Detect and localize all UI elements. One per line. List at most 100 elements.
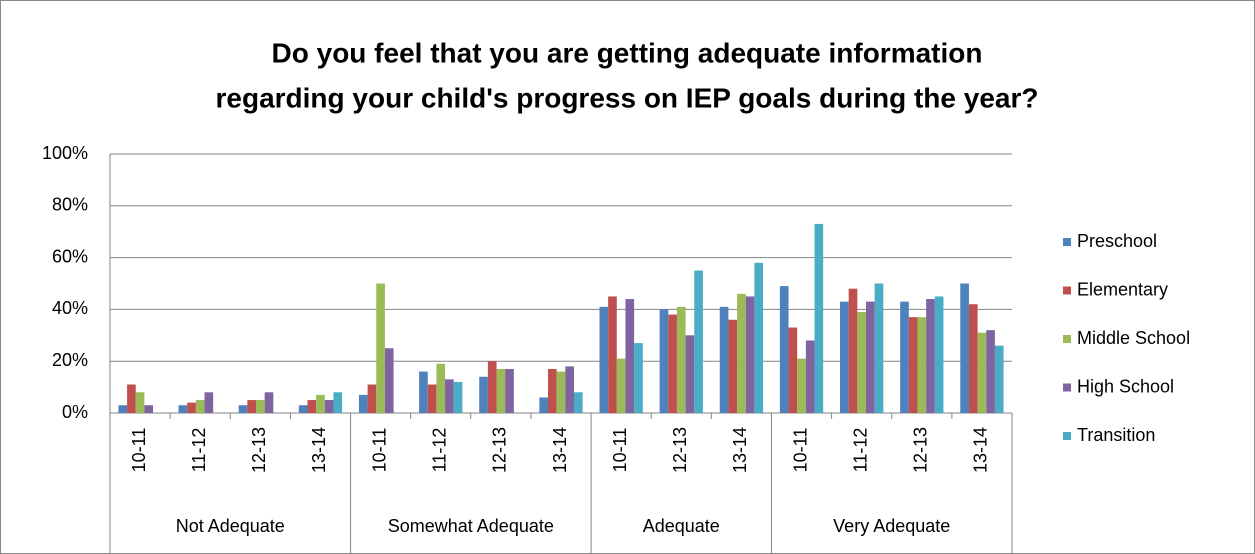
bar <box>556 371 566 413</box>
y-tick-label: 60% <box>52 246 88 266</box>
legend-swatch <box>1063 238 1071 246</box>
group-label: Adequate <box>643 516 720 536</box>
bar <box>788 327 798 413</box>
bar <box>977 332 987 413</box>
bar <box>135 392 145 413</box>
bar <box>634 343 643 413</box>
bar <box>178 405 188 413</box>
x-tick-label: 12-13 <box>670 427 690 473</box>
legend-swatch <box>1063 432 1071 440</box>
legend-label: Elementary <box>1077 279 1168 299</box>
group-label: Somewhat Adequate <box>388 516 554 536</box>
bar <box>659 309 669 413</box>
bar <box>247 400 257 413</box>
legend-swatch <box>1063 335 1071 343</box>
bar <box>719 306 729 413</box>
bar <box>427 384 437 413</box>
x-tick-label: 11-12 <box>429 428 449 473</box>
y-tick-label: 0% <box>62 402 88 422</box>
bar <box>908 317 918 413</box>
bar <box>127 384 136 413</box>
x-tick-label: 12-13 <box>490 427 510 473</box>
bar <box>333 392 343 413</box>
bar <box>496 368 506 413</box>
x-tick-label: 13-14 <box>971 427 991 473</box>
bar <box>565 366 574 413</box>
x-tick-label: 10-11 <box>790 428 810 473</box>
bar <box>316 394 325 413</box>
bar <box>625 299 635 413</box>
bar <box>324 400 334 413</box>
bar <box>840 301 849 413</box>
bar <box>376 283 385 413</box>
x-tick-label: 13-14 <box>309 427 329 473</box>
bar <box>599 306 609 413</box>
y-tick-label: 80% <box>52 195 88 215</box>
bar <box>608 296 617 413</box>
bar <box>857 311 866 413</box>
bar <box>986 330 995 413</box>
group-label: Not Adequate <box>176 516 285 536</box>
x-tick-label: 11-12 <box>189 428 209 473</box>
bar <box>419 371 428 413</box>
bar <box>195 400 205 413</box>
bar <box>548 368 557 413</box>
bar <box>848 288 858 413</box>
y-tick-label: 20% <box>52 350 88 370</box>
bar <box>264 392 274 413</box>
bar <box>960 283 969 413</box>
bar <box>694 270 703 413</box>
bar <box>436 363 446 413</box>
x-tick-label: 13-14 <box>550 427 570 473</box>
legend-swatch <box>1063 383 1071 392</box>
legend-swatch <box>1063 286 1071 295</box>
bar <box>187 402 196 413</box>
x-tick-label: 10-11 <box>369 428 389 473</box>
bar <box>797 358 806 413</box>
x-tick-label: 12-13 <box>249 427 269 473</box>
x-tick-label: 12-13 <box>911 427 931 473</box>
bar <box>900 301 909 413</box>
bar <box>367 384 377 413</box>
bar <box>728 319 738 413</box>
bar <box>737 293 746 413</box>
legend-label: High School <box>1077 376 1174 396</box>
legend-label: Preschool <box>1077 231 1157 251</box>
bar <box>384 348 394 413</box>
x-tick-label: 10-11 <box>610 428 630 473</box>
group-label: Very Adequate <box>833 516 950 536</box>
bar <box>144 405 154 413</box>
bar <box>754 262 764 413</box>
bar <box>298 405 308 413</box>
legend-label: Transition <box>1077 425 1155 445</box>
bar <box>118 405 128 413</box>
bar <box>814 223 824 413</box>
bar <box>445 379 454 413</box>
bar <box>745 296 755 413</box>
bar <box>676 306 686 413</box>
y-tick-label: 100% <box>42 143 88 163</box>
bar <box>616 358 626 413</box>
bar <box>934 296 944 413</box>
x-tick-label: 11-12 <box>850 428 870 473</box>
legend-label: Middle School <box>1077 328 1190 348</box>
bar <box>487 361 497 413</box>
bar <box>358 394 368 413</box>
bar <box>865 301 875 413</box>
bar <box>256 400 265 413</box>
chart-title: Do you feel that you are getting adequat… <box>272 37 983 68</box>
bar <box>573 392 583 413</box>
bar <box>685 335 695 413</box>
y-tick-label: 40% <box>52 298 88 318</box>
bar <box>779 286 789 413</box>
chart-title: regarding your child's progress on IEP g… <box>216 82 1039 113</box>
bar <box>204 392 214 413</box>
bar <box>668 314 677 413</box>
bar <box>479 376 488 413</box>
bar <box>307 400 317 413</box>
x-tick-label: 13-14 <box>730 427 750 473</box>
bar <box>994 345 1004 413</box>
bar <box>505 368 514 413</box>
